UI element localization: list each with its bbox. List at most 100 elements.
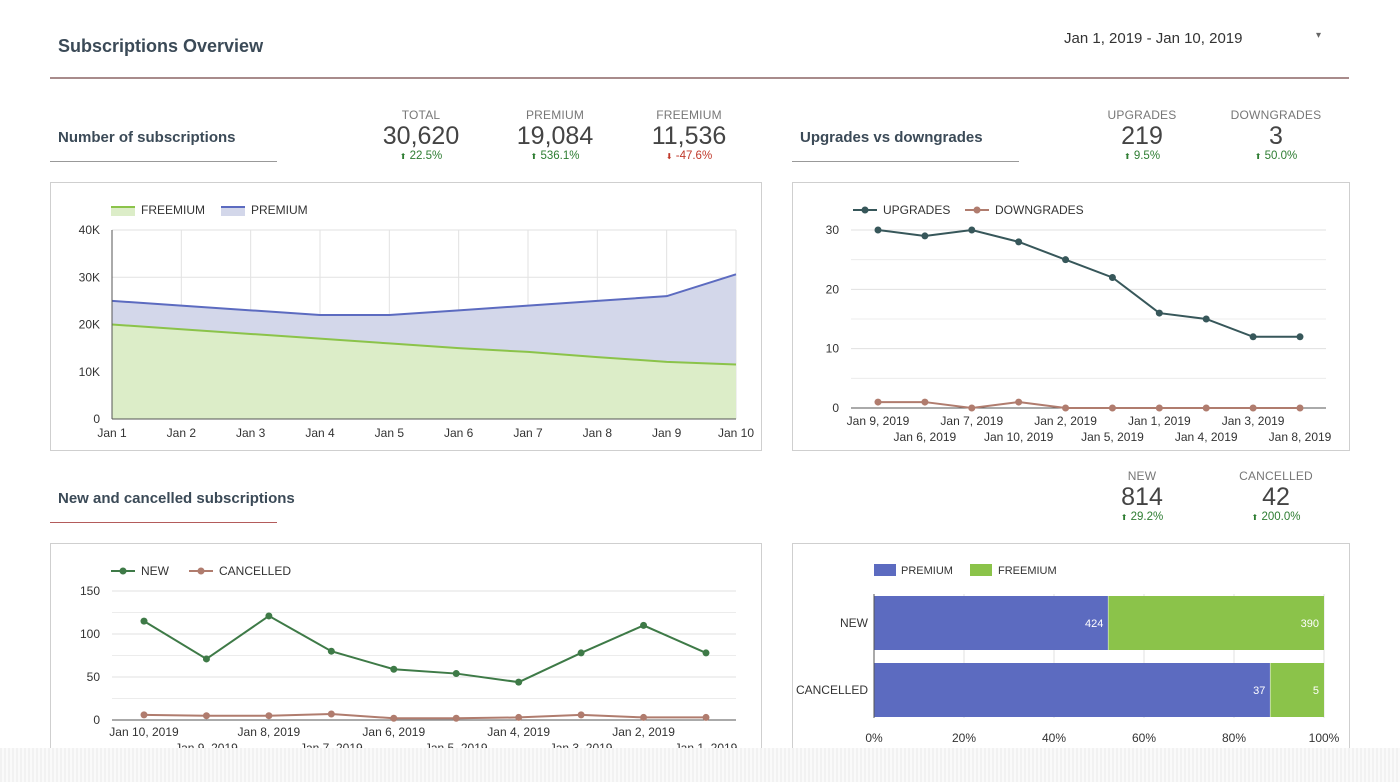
y-tick-label: 20 — [826, 282, 840, 296]
y-tick-label: 150 — [80, 584, 100, 598]
data-point-upgrades — [1015, 238, 1023, 246]
bar-data-label: 37 — [1253, 685, 1265, 697]
page-title: Subscriptions Overview — [58, 36, 264, 56]
kpi-upgrades: UPGRADES 219 ⬆ 9.5% — [1077, 108, 1207, 162]
x-tick-label: Jan 4 — [305, 426, 335, 440]
data-point-new — [202, 655, 210, 663]
legend-label: CANCELLED — [219, 564, 291, 578]
arrow-up-icon: ⬆ — [1254, 152, 1262, 161]
x-tick-label: 100% — [1309, 731, 1340, 745]
section-divider — [50, 522, 277, 523]
x-tick-label: Jan 6 — [444, 426, 474, 440]
data-point-cancelled — [577, 711, 585, 719]
data-point-cancelled — [327, 710, 335, 718]
subscriptions-area-chart-panel: 0 10K 20K 30K 40K Jan 1 Jan 2 Jan 3 Jan 4 Jan 5 Ja… — [50, 182, 762, 451]
updown-line-chart-panel: 0 10 20 30 Jan 9, 2019 Jan 6, 2019 Jan 7, 2019… — [792, 182, 1350, 451]
header-divider — [50, 77, 1349, 79]
legend-swatch-dot — [197, 567, 205, 575]
legend-label: PREMIUM — [901, 565, 953, 577]
legend-label: UPGRADES — [883, 203, 950, 217]
data-point-downgrades — [1062, 404, 1070, 412]
kpi-change: 9.5% — [1133, 150, 1161, 162]
data-point-new — [390, 665, 398, 673]
data-point-downgrades — [1296, 404, 1304, 412]
y-category-label: NEW — [840, 616, 869, 630]
bar-data-label: 424 — [1085, 618, 1103, 630]
kpi-label: NEW — [1127, 469, 1157, 483]
kpi-total: TOTAL 30,620 ⬆ 22.5% — [356, 108, 486, 162]
x-tick-label: 20% — [952, 731, 976, 745]
kpi-change: 536.1% — [540, 150, 580, 162]
date-range-picker[interactable]: Jan 1, 2019 - Jan 10, 2019 — [1064, 30, 1243, 47]
kpi-value: 19,084 — [516, 122, 594, 150]
section-divider — [50, 161, 277, 162]
data-point-downgrades — [921, 398, 929, 406]
freemium-line — [111, 323, 737, 366]
subscriptions-area-chart: 0 10K 20K 30K 40K Jan 1 Jan 2 Jan 3 Jan 4 Jan 5 Ja… — [79, 203, 755, 440]
x-tick-label: Jan 2, 2019 — [612, 725, 675, 739]
data-point-downgrades — [1202, 404, 1210, 412]
x-tick-label: 60% — [1132, 731, 1156, 745]
y-tick-label: 20K — [79, 318, 100, 332]
data-point-cancelled — [202, 712, 210, 720]
legend-swatch-freemium — [970, 564, 992, 576]
data-point-upgrades — [1062, 256, 1070, 264]
x-tick-label: Jan 7 — [513, 426, 543, 440]
kpi-value: 42 — [1262, 483, 1290, 511]
x-tick-label: Jan 10, 2019 — [109, 725, 179, 739]
legend-label: FREEMIUM — [141, 203, 205, 217]
data-point-upgrades — [1155, 309, 1163, 317]
legend-swatch-premium — [221, 207, 245, 216]
data-point-upgrades — [874, 226, 882, 234]
x-tick-label: Jan 8 — [583, 426, 613, 440]
data-point-cancelled — [452, 714, 460, 722]
arrow-up-icon: ⬆ — [1120, 513, 1128, 522]
section-title-newcancel: New and cancelled subscriptions — [58, 490, 295, 507]
data-point-new — [702, 649, 710, 657]
data-point-cancelled — [390, 714, 398, 722]
data-point-downgrades — [1015, 398, 1023, 406]
kpi-downgrades: DOWNGRADES 3 ⬆ 50.0% — [1211, 108, 1341, 162]
bar-premium — [874, 596, 1109, 650]
y-tick-label: 100 — [80, 627, 100, 641]
kpi-change: 50.0% — [1264, 150, 1298, 162]
bar-data-label: 5 — [1313, 685, 1319, 697]
freemium-area — [112, 324, 736, 419]
bar-premium — [874, 663, 1271, 717]
x-tick-label: Jan 10, 2019 — [984, 430, 1054, 444]
x-tick-label: Jan 8, 2019 — [238, 725, 301, 739]
bar-freemium — [1270, 663, 1324, 717]
data-point-downgrades — [874, 398, 882, 406]
data-point-new — [577, 649, 585, 657]
newcancel-bar-chart-panel: 0% 20% 40% 60% 80% 100% 424 390 NEW 37 5 CANCELLED P… — [792, 543, 1350, 760]
arrow-down-icon: ⬇ — [665, 152, 673, 161]
legend-label: NEW — [141, 564, 170, 578]
kpi-change: 200.0% — [1261, 511, 1301, 523]
kpi-premium: PREMIUM 19,084 ⬆ 536.1% — [490, 108, 620, 162]
x-tick-label: Jan 7, 2019 — [940, 414, 1003, 428]
x-tick-label: Jan 1 — [97, 426, 127, 440]
arrow-up-icon: ⬆ — [530, 152, 538, 161]
data-point-upgrades — [1202, 315, 1210, 323]
y-tick-label: 30K — [79, 270, 100, 284]
legend-label: FREEMIUM — [998, 565, 1057, 577]
section-title-subscriptions: Number of subscriptions — [58, 129, 236, 146]
data-point-downgrades — [1155, 404, 1163, 412]
bar-data-label: 390 — [1301, 618, 1319, 630]
kpi-label: FREEMIUM — [656, 108, 722, 122]
x-tick-label: Jan 9 — [652, 426, 682, 440]
kpi-label: PREMIUM — [525, 108, 585, 122]
y-tick-label: 10K — [79, 365, 100, 379]
data-point-downgrades — [1249, 404, 1257, 412]
y-tick-label: 10 — [826, 342, 840, 356]
series-line-upgrades — [877, 228, 1300, 338]
data-point-new — [515, 678, 523, 686]
kpi-change: 29.2% — [1130, 511, 1164, 523]
series-line-new — [143, 614, 707, 684]
chevron-down-icon[interactable]: ▾ — [1316, 30, 1322, 41]
legend-swatch-premium — [874, 564, 896, 576]
data-point-new — [140, 617, 148, 625]
y-tick-label: 50 — [87, 670, 101, 684]
legend-label: DOWNGRADES — [995, 203, 1084, 217]
